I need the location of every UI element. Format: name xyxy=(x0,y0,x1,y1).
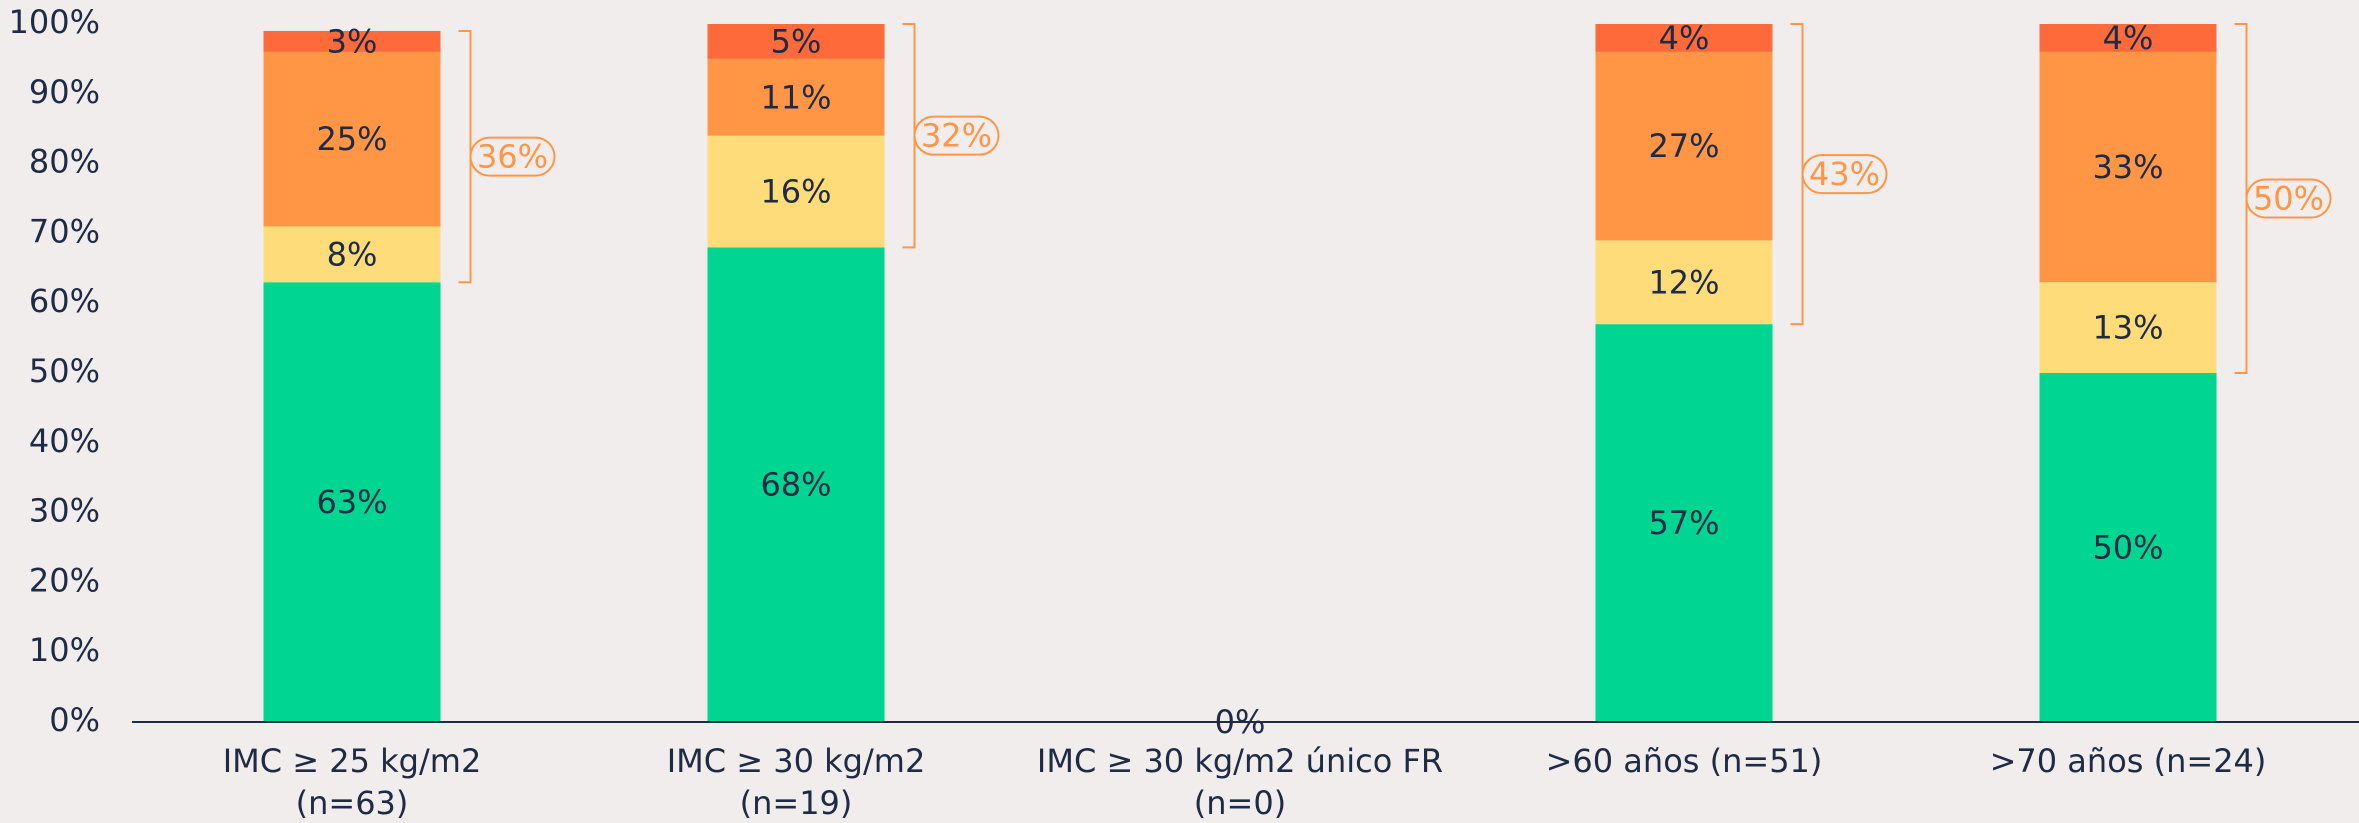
bar-segment xyxy=(1595,51,1773,241)
bracket xyxy=(458,29,472,284)
bar-segment xyxy=(2039,51,2217,283)
y-tick-label: 40% xyxy=(29,422,100,460)
x-tick-label: IMC ≥ 30 kg/m2 xyxy=(667,742,926,780)
y-tick-label: 90% xyxy=(29,73,100,111)
bar-segment xyxy=(707,58,885,136)
bracket-pill xyxy=(913,115,1000,156)
value-label: 50% xyxy=(2092,529,2163,567)
x-tick-label: (n=63) xyxy=(296,784,409,822)
bar-segment xyxy=(2039,373,2217,722)
bracket xyxy=(1790,23,1804,326)
y-tick-label: 30% xyxy=(29,492,100,530)
bar-segment xyxy=(707,247,885,723)
bar-segment xyxy=(1595,24,1773,52)
value-label: 33% xyxy=(2092,148,2163,186)
x-tick-label: >70 años (n=24) xyxy=(1990,742,2267,780)
bar-segment xyxy=(1595,324,1773,722)
y-tick-label: 0% xyxy=(49,701,100,739)
bracket xyxy=(2234,23,2248,374)
value-label: 16% xyxy=(760,173,831,211)
x-tick-label: >60 años (n=51) xyxy=(1546,742,1823,780)
value-label: 11% xyxy=(760,78,831,116)
bar-segment xyxy=(2039,24,2217,52)
value-label: 3% xyxy=(327,22,378,60)
x-tick-label: IMC ≥ 30 kg/m2 único FR xyxy=(1037,742,1443,780)
y-tick-label: 60% xyxy=(29,282,100,320)
y-tick-label: 10% xyxy=(29,631,100,669)
bar-segment xyxy=(263,51,441,227)
value-label: 4% xyxy=(1659,19,1710,57)
value-label: 25% xyxy=(316,120,387,158)
y-tick-label: 50% xyxy=(29,352,100,390)
bar-segment xyxy=(1595,240,1773,325)
bracket xyxy=(902,23,916,249)
x-tick-label: IMC ≥ 25 kg/m2 xyxy=(223,742,482,780)
x-tick-label: (n=19) xyxy=(740,784,853,822)
bar-segment xyxy=(707,24,885,59)
value-label: 68% xyxy=(760,466,831,504)
bracket-label: 43% xyxy=(1809,155,1880,193)
bracket-pill xyxy=(1801,154,1888,195)
bracket-pill xyxy=(469,136,556,177)
value-label: 27% xyxy=(1648,127,1719,165)
value-label: 12% xyxy=(1648,263,1719,301)
bracket-label: 32% xyxy=(921,117,992,155)
value-label: 13% xyxy=(2092,309,2163,347)
value-label: 8% xyxy=(327,235,378,273)
value-label: 4% xyxy=(2103,19,2154,57)
value-label: 57% xyxy=(1648,504,1719,542)
value-label: 5% xyxy=(771,22,822,60)
bracket-label: 50% xyxy=(2253,180,2324,218)
y-tick-label: 20% xyxy=(29,561,100,599)
y-tick-label: 100% xyxy=(9,3,100,41)
y-tick-label: 70% xyxy=(29,212,100,250)
bar-segment xyxy=(2039,282,2217,373)
bar-segment xyxy=(263,226,441,283)
x-tick-label: (n=0) xyxy=(1194,784,1286,822)
bracket-pill xyxy=(2245,178,2332,219)
bracket-label: 36% xyxy=(477,138,548,176)
value-label: 63% xyxy=(316,483,387,521)
bar-segment xyxy=(707,135,885,248)
bar-segment xyxy=(263,282,441,722)
bar-segment xyxy=(263,30,441,52)
y-tick-label: 80% xyxy=(29,143,100,181)
